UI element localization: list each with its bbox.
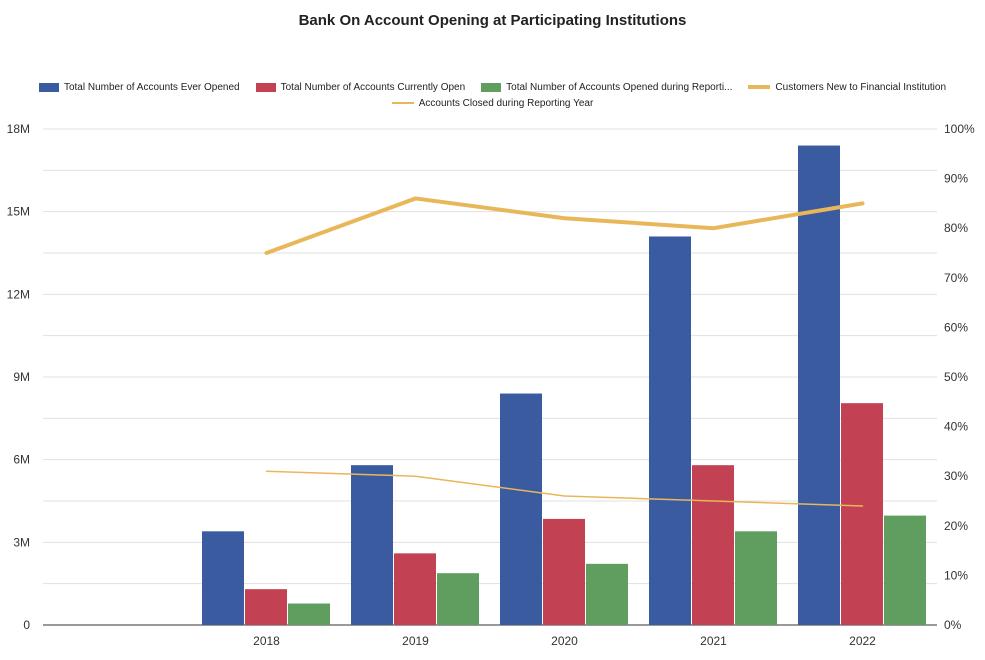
- y-left-tick-label: 6M: [13, 453, 30, 467]
- x-tick-label: 2020: [551, 634, 578, 648]
- legend: Total Number of Accounts Ever Opened Tot…: [0, 79, 985, 111]
- legend-label: Total Number of Accounts Currently Open: [280, 81, 466, 93]
- legend-row-1: Total Number of Accounts Ever Opened Tot…: [0, 79, 985, 95]
- y-right-tick-label: 20%: [944, 519, 968, 533]
- y-left-tick-label: 0: [23, 618, 30, 632]
- legend-swatch: [38, 82, 59, 92]
- x-tick-label: 2019: [402, 634, 429, 648]
- bar: [735, 531, 777, 625]
- bar: [500, 393, 542, 625]
- x-tick-label: 2018: [253, 634, 280, 648]
- bar: [202, 531, 244, 625]
- bar: [394, 553, 436, 625]
- legend-label: Total Number of Accounts Ever Opened: [63, 81, 240, 93]
- bar: [351, 465, 393, 625]
- chart-title: Bank On Account Opening at Participating…: [298, 12, 687, 29]
- y-right-tick-label: 90%: [944, 172, 968, 186]
- legend-label: Accounts Closed during Reporting Year: [418, 97, 594, 109]
- legend-swatch: [255, 82, 276, 92]
- legend-item-accounts-closed[interactable]: Accounts Closed during Reporting Year: [391, 97, 594, 109]
- bar: [543, 518, 585, 625]
- bar: [798, 145, 840, 626]
- y-right-tick-label: 60%: [944, 320, 968, 334]
- y-left-tick-label: 15M: [7, 205, 30, 219]
- bar: [841, 403, 883, 625]
- legend-swatch: [391, 102, 414, 104]
- bar: [884, 515, 926, 625]
- legend-swatch: [748, 85, 771, 89]
- bar: [245, 589, 287, 625]
- legend-label: Customers New to Financial Institution: [775, 81, 947, 93]
- legend-row-2: Accounts Closed during Reporting Year: [0, 95, 985, 111]
- y-right-tick-label: 40%: [944, 420, 968, 434]
- y-right-tick-label: 70%: [944, 271, 968, 285]
- bar: [437, 573, 479, 625]
- y-right-tick-label: 100%: [944, 122, 975, 136]
- x-tick-label: 2021: [700, 634, 727, 648]
- bar: [692, 465, 734, 625]
- y-right-tick-label: 80%: [944, 221, 968, 235]
- y-right-tick-label: 0%: [944, 618, 962, 632]
- bar: [288, 603, 330, 625]
- x-tick-label: 2022: [849, 634, 876, 648]
- legend-item-ever-opened[interactable]: Total Number of Accounts Ever Opened: [38, 81, 240, 93]
- legend-item-opened-during-year[interactable]: Total Number of Accounts Opened during R…: [481, 82, 732, 93]
- legend-item-currently-open[interactable]: Total Number of Accounts Currently Open: [255, 81, 466, 93]
- series-line: [265, 470, 864, 507]
- bar: [586, 563, 628, 625]
- y-right-tick-label: 50%: [944, 370, 968, 384]
- legend-swatch: [481, 82, 502, 92]
- bar: [649, 236, 691, 625]
- y-right-tick-label: 10%: [944, 568, 968, 582]
- legend-label: Total Number of Accounts Opened during R…: [506, 81, 733, 93]
- legend-item-new-customers[interactable]: Customers New to Financial Institution: [748, 82, 946, 93]
- y-left-tick-label: 3M: [13, 535, 30, 549]
- y-left-tick-label: 9M: [13, 370, 30, 384]
- series-line: [264, 196, 865, 255]
- y-left-tick-label: 18M: [7, 122, 30, 136]
- y-right-tick-label: 30%: [944, 469, 968, 483]
- y-left-tick-label: 12M: [7, 287, 30, 301]
